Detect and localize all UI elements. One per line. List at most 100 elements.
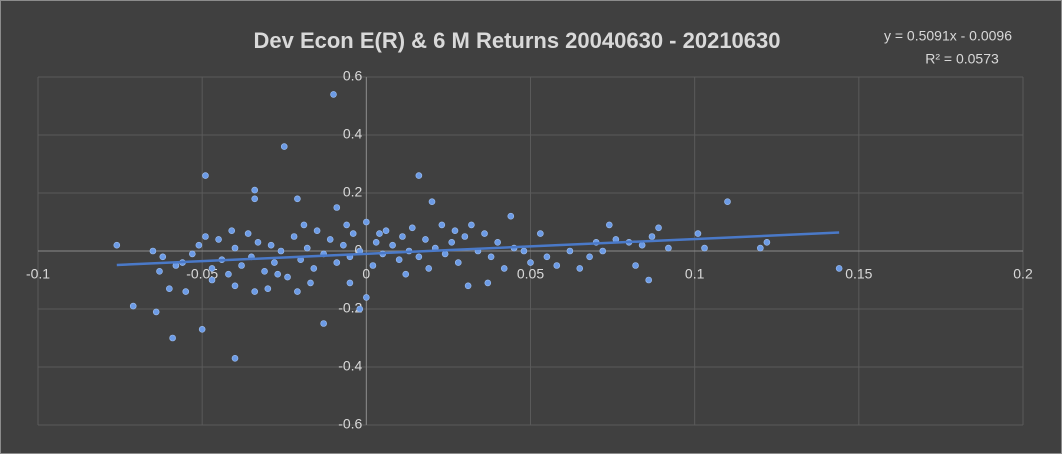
data-point xyxy=(422,236,429,243)
data-point xyxy=(189,250,196,258)
x-tick-label: 0.2 xyxy=(1013,266,1033,282)
data-point xyxy=(294,288,301,295)
data-point xyxy=(208,265,216,272)
data-point xyxy=(290,233,298,240)
data-point xyxy=(166,285,173,293)
data-point xyxy=(231,282,239,290)
data-point xyxy=(277,247,285,255)
data-point xyxy=(487,253,495,261)
data-point xyxy=(238,262,245,269)
data-point xyxy=(261,267,268,275)
data-point xyxy=(402,270,410,278)
data-point xyxy=(605,221,613,229)
data-point xyxy=(182,288,190,295)
data-point xyxy=(129,302,137,310)
data-point xyxy=(645,276,653,284)
x-tick-label: 0.05 xyxy=(517,266,544,282)
data-point xyxy=(724,198,731,205)
y-tick-label: -0.6 xyxy=(338,416,362,432)
data-point xyxy=(481,230,488,237)
data-point xyxy=(313,227,321,234)
y-tick-label: -0.2 xyxy=(338,300,362,316)
data-point xyxy=(251,288,258,295)
data-point xyxy=(231,244,239,252)
data-point xyxy=(280,143,288,150)
y-tick-label: 0.6 xyxy=(343,68,363,84)
data-point xyxy=(159,253,167,261)
data-point xyxy=(340,241,347,249)
data-point xyxy=(438,221,446,229)
data-point xyxy=(215,236,222,243)
data-point xyxy=(408,224,416,232)
data-point xyxy=(195,241,203,249)
data-point xyxy=(389,241,396,249)
data-point xyxy=(244,230,252,237)
data-point xyxy=(382,227,390,234)
x-tick-label: 0.15 xyxy=(845,266,872,282)
data-point xyxy=(415,172,423,179)
data-point xyxy=(343,221,350,229)
data-point xyxy=(763,239,771,246)
data-point xyxy=(484,279,492,287)
data-point xyxy=(451,227,459,234)
data-point xyxy=(369,262,377,269)
data-point xyxy=(363,218,370,226)
data-point xyxy=(415,253,423,261)
data-point xyxy=(454,259,462,266)
chart-title: Dev Econ E(R) & 6 M Returns 20040630 - 2… xyxy=(253,28,780,53)
data-point xyxy=(251,186,258,194)
data-point xyxy=(198,325,206,333)
data-point xyxy=(576,265,584,272)
data-point xyxy=(254,239,262,246)
data-point xyxy=(294,195,301,203)
data-point xyxy=(320,320,327,327)
trendline xyxy=(116,231,840,267)
data-point xyxy=(399,233,406,240)
data-point xyxy=(586,253,593,261)
data-point xyxy=(566,247,574,255)
data-point xyxy=(330,91,337,98)
x-tick-label: 0.1 xyxy=(685,266,705,282)
data-point xyxy=(632,262,639,269)
data-point xyxy=(152,308,160,316)
data-point xyxy=(113,241,121,249)
data-point xyxy=(464,282,472,290)
data-point xyxy=(694,230,702,237)
data-point xyxy=(303,244,311,252)
data-point xyxy=(349,230,357,237)
x-tick-label: -0.1 xyxy=(26,266,50,282)
data-point xyxy=(228,227,236,234)
y-tick-label: 0.2 xyxy=(343,184,363,200)
data-point xyxy=(307,279,314,287)
data-point xyxy=(425,265,433,272)
data-point xyxy=(461,233,469,240)
data-point xyxy=(156,267,163,275)
data-point xyxy=(251,195,258,203)
data-point xyxy=(274,270,281,278)
data-point xyxy=(346,279,354,287)
data-point xyxy=(494,239,501,246)
data-point xyxy=(543,253,551,261)
data-point xyxy=(468,221,475,229)
data-point xyxy=(638,241,646,249)
data-point xyxy=(376,230,383,237)
data-point xyxy=(271,259,278,266)
data-point xyxy=(428,198,436,205)
data-point xyxy=(507,212,515,220)
data-point xyxy=(701,244,708,252)
data-point xyxy=(202,233,209,240)
data-point xyxy=(537,230,544,237)
data-point xyxy=(599,247,607,255)
data-point xyxy=(149,247,157,255)
data-point xyxy=(225,270,232,278)
data-point xyxy=(448,239,456,246)
data-point xyxy=(395,256,403,264)
data-point xyxy=(372,239,380,246)
x-tick-label: 0 xyxy=(362,266,370,282)
data-point xyxy=(264,285,272,293)
data-point xyxy=(202,172,209,179)
data-point xyxy=(757,244,764,252)
data-point xyxy=(231,354,239,362)
data-point xyxy=(267,241,275,249)
